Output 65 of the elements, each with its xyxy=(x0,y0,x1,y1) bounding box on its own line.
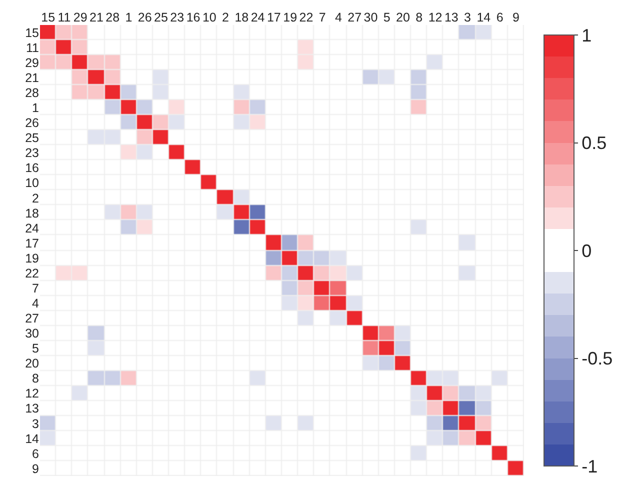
x-tick-label: 28 xyxy=(106,10,120,24)
x-tick-label: 1 xyxy=(125,10,132,24)
y-tick-label: 2 xyxy=(32,191,40,206)
x-tick-label: 17 xyxy=(266,10,281,24)
y-tick-label: 26 xyxy=(25,116,40,130)
x-tick-label: 24 xyxy=(250,10,265,24)
y-tick-label: 9 xyxy=(32,462,40,476)
color-bar-label: 0.5 xyxy=(582,133,607,154)
y-tick-label: 5 xyxy=(32,342,40,356)
y-tick-label: 15 xyxy=(25,26,40,40)
y-tick-label: 30 xyxy=(25,326,40,341)
x-tick-label: 11 xyxy=(58,10,71,24)
color-bar-label: -1 xyxy=(582,456,598,476)
y-tick-label: 21 xyxy=(25,70,40,85)
y-tick-label: 8 xyxy=(32,372,40,386)
x-tick-label: 3 xyxy=(464,10,472,24)
y-tick-label: 20 xyxy=(25,356,40,371)
y-tick-label: 23 xyxy=(25,146,40,160)
y-tick-label: 27 xyxy=(25,312,40,326)
y-tick-label: 3 xyxy=(32,416,40,431)
y-tick-label: 11 xyxy=(26,40,40,55)
x-tick-label: 9 xyxy=(512,10,520,24)
y-tick-label: 10 xyxy=(25,176,40,190)
y-tick-label: 19 xyxy=(25,251,40,266)
y-tick-label: 1 xyxy=(32,101,40,116)
y-tick-label: 28 xyxy=(25,86,40,100)
x-tick-label: 22 xyxy=(299,10,314,24)
y-tick-label: 6 xyxy=(32,446,40,461)
x-tick-label: 13 xyxy=(444,10,458,24)
y-tick-label: 22 xyxy=(25,266,40,280)
y-tick-label: 18 xyxy=(25,206,40,220)
x-tick-label: 6 xyxy=(496,10,504,24)
color-bar-label: 1 xyxy=(582,25,592,46)
x-tick-label: 23 xyxy=(170,10,184,24)
y-tick-label: 29 xyxy=(25,56,40,70)
y-tick-label: 25 xyxy=(25,131,40,146)
x-tick-label: 14 xyxy=(476,10,491,24)
x-tick-label: 7 xyxy=(318,10,326,24)
x-tick-label: 29 xyxy=(73,10,88,24)
x-tick-label: 25 xyxy=(154,10,168,24)
x-tick-label: 5 xyxy=(383,10,390,24)
x-tick-label: 19 xyxy=(283,10,298,24)
x-tick-label: 30 xyxy=(364,10,378,24)
y-tick-label: 7 xyxy=(32,281,40,296)
y-tick-label: 12 xyxy=(25,386,40,401)
x-tick-label: 12 xyxy=(428,10,442,24)
x-tick-label: 15 xyxy=(41,10,56,24)
x-tick-label: 8 xyxy=(416,10,423,24)
y-tick-label: 4 xyxy=(32,296,40,310)
y-tick-label: 17 xyxy=(25,236,40,250)
color-bar-label: 0 xyxy=(582,240,592,261)
x-tick-label: 10 xyxy=(202,10,216,24)
x-tick-label: 4 xyxy=(334,10,342,24)
y-tick-label: 14 xyxy=(25,432,40,446)
y-tick-label: 24 xyxy=(25,221,40,236)
color-bar-label: -0.5 xyxy=(582,348,613,369)
x-tick-label: 2 xyxy=(222,10,230,24)
x-tick-label: 26 xyxy=(138,10,152,24)
y-tick-label: 13 xyxy=(25,402,40,416)
x-tick-label: 27 xyxy=(348,10,362,24)
x-tick-label: 18 xyxy=(234,10,249,24)
x-tick-label: 16 xyxy=(186,10,200,24)
y-tick-label: 16 xyxy=(25,161,40,176)
x-tick-label: 20 xyxy=(396,10,410,24)
x-tick-label: 21 xyxy=(90,10,104,24)
